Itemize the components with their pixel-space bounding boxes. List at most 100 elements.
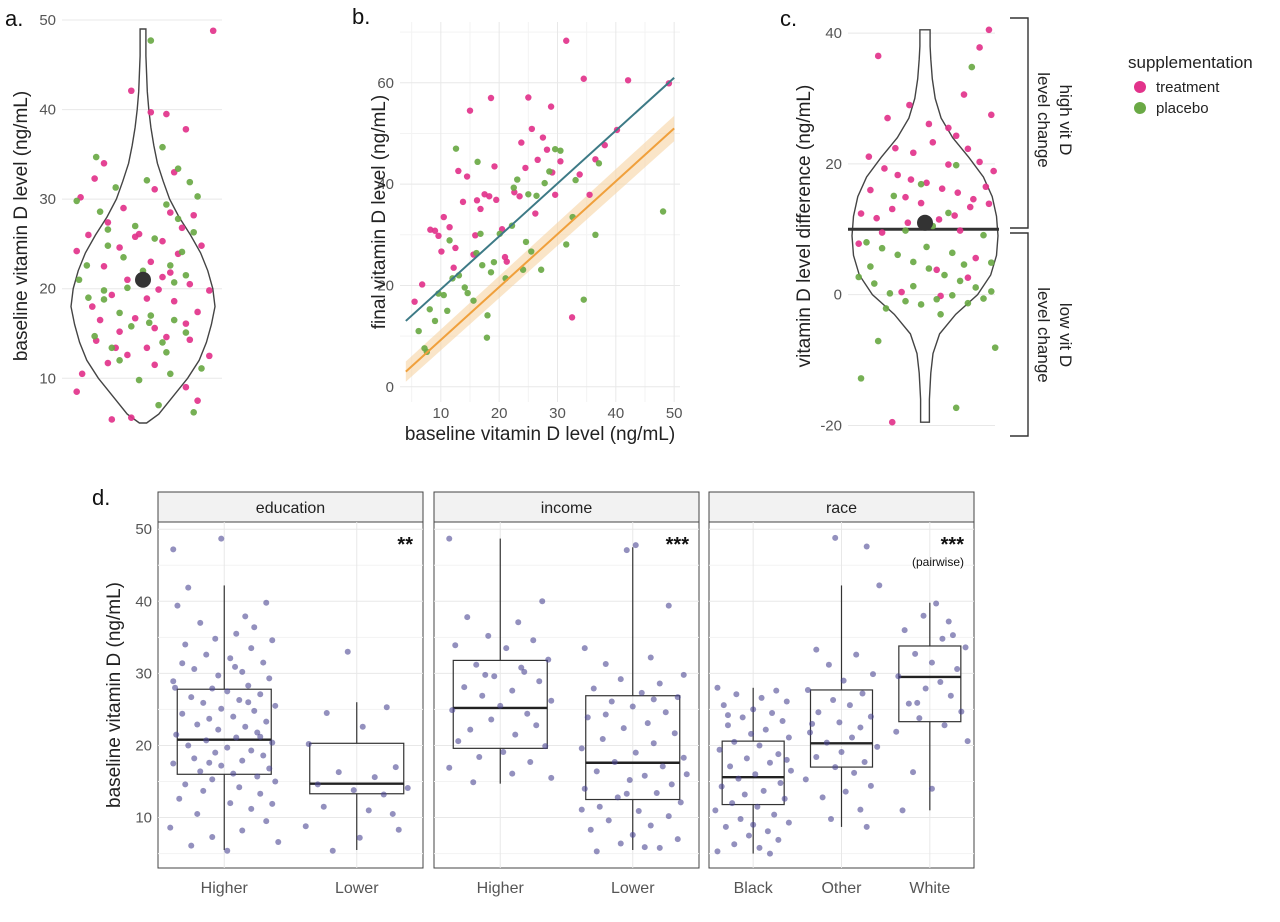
placebo-point	[874, 337, 882, 345]
group-point	[629, 831, 636, 838]
group-point	[641, 844, 648, 851]
group-point	[452, 642, 459, 649]
placebo-point	[546, 168, 553, 175]
group-point	[188, 694, 195, 701]
group-point	[539, 598, 546, 605]
placebo-point	[147, 37, 155, 44]
group-point	[209, 776, 216, 783]
y-tick-label: 20	[377, 277, 394, 294]
group-point	[227, 655, 234, 662]
group-point	[754, 803, 761, 810]
group-point	[756, 742, 763, 749]
group-point	[335, 769, 342, 776]
group-point	[617, 840, 624, 847]
group-point	[830, 697, 837, 704]
group-point	[785, 734, 792, 741]
treatment-point	[945, 124, 952, 132]
group-point	[623, 790, 630, 797]
x-tick-label: Higher	[477, 880, 525, 897]
placebo-point	[541, 179, 548, 187]
legend-swatch-placebo	[1134, 102, 1146, 114]
group-point	[779, 717, 786, 724]
placebo-point	[863, 239, 870, 246]
group-point	[389, 810, 396, 817]
treatment-point	[557, 158, 564, 165]
group-point	[527, 759, 534, 766]
placebo-point	[190, 228, 197, 236]
group-point	[266, 675, 273, 682]
placebo-point	[886, 290, 894, 297]
group-point	[727, 763, 734, 770]
group-point	[787, 767, 794, 774]
facet-title: income	[541, 500, 593, 517]
placebo-point	[474, 158, 481, 166]
panel-d: d. education 10 20 30 40 50 Higher Lower ** income…	[92, 485, 975, 897]
group-point	[656, 680, 663, 687]
y-tick-label: 0	[834, 287, 842, 304]
group-point	[206, 759, 213, 766]
placebo-point	[882, 305, 890, 312]
treatment-point	[178, 224, 186, 232]
group-point	[509, 687, 516, 694]
treatment-point	[209, 27, 217, 35]
group-point	[901, 627, 908, 634]
placebo-point	[991, 344, 999, 351]
group-point	[269, 637, 276, 644]
group-point	[260, 659, 267, 666]
group-point	[893, 728, 900, 735]
placebo-point	[528, 248, 535, 255]
treatment-point	[881, 165, 888, 172]
placebo-point	[510, 184, 517, 191]
group-point	[718, 783, 725, 790]
group-point	[954, 666, 961, 673]
group-point	[266, 765, 273, 772]
treatment-point	[925, 120, 933, 128]
treatment-point	[906, 101, 913, 109]
treatment-point	[935, 216, 943, 223]
group-point	[804, 686, 811, 693]
group-point	[783, 698, 790, 705]
group-point	[916, 715, 923, 722]
group-point	[383, 704, 390, 711]
group-point	[857, 724, 864, 731]
placebo-point	[949, 249, 956, 257]
treatment-point	[186, 280, 194, 288]
panel-a: 10 20 30 40 50 baseline vitamin D level (ng/m…	[5, 6, 222, 424]
group-point	[314, 781, 321, 788]
treatment-point	[990, 167, 997, 175]
group-point	[242, 723, 249, 730]
placebo-point	[519, 266, 527, 273]
treatment-point	[888, 205, 896, 213]
treatment-point	[493, 196, 500, 204]
group-point	[617, 676, 624, 683]
high-change-label: high vit Dlevel change	[1034, 72, 1075, 167]
group-point	[209, 834, 216, 841]
group-point	[176, 795, 183, 802]
treatment-point	[985, 200, 993, 208]
group-point	[605, 817, 612, 824]
placebo-point	[96, 208, 104, 215]
group-point	[714, 684, 721, 691]
group-point	[910, 769, 917, 776]
treatment-point	[455, 167, 462, 175]
group-point	[743, 755, 750, 762]
placebo-point	[167, 262, 174, 269]
group-point	[512, 731, 519, 738]
placebo-point	[182, 329, 190, 336]
placebo-point	[937, 310, 944, 318]
treatment-point	[865, 153, 873, 160]
group-point	[614, 794, 621, 801]
treatment-point	[151, 324, 158, 332]
treatment-point	[182, 383, 190, 391]
group-point	[359, 723, 366, 730]
placebo-point	[960, 261, 968, 268]
treatment-point	[904, 219, 912, 227]
y-tick-label: 30	[39, 191, 56, 208]
placebo-point	[857, 375, 865, 382]
treatment-point	[898, 288, 905, 296]
group-point	[851, 769, 858, 776]
group-point	[329, 847, 336, 854]
placebo-point	[945, 209, 952, 217]
treatment-point	[206, 287, 213, 294]
group-point	[680, 754, 687, 761]
